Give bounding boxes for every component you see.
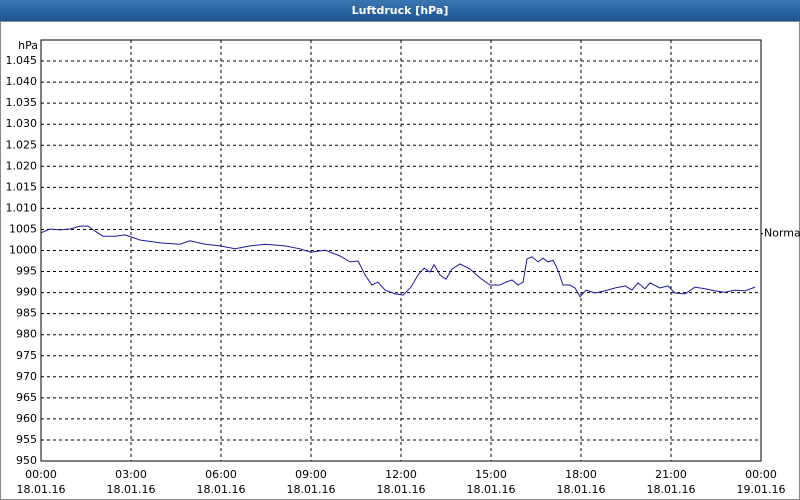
reference-label: Normal [764,227,800,240]
x-tick-label: 00:00 [25,468,57,481]
y-tick-label: 1005 [9,222,37,235]
y-tick-label: 950 [16,454,37,467]
x-tick-date: 18.01.16 [377,483,426,496]
x-tick-date: 18.01.16 [107,483,156,496]
y-tick-label: 1.045 [6,54,38,67]
x-tick-date: 19.01.16 [737,483,786,496]
y-tick-label: 1.020 [6,159,38,172]
x-tick-label: 18:00 [565,468,597,481]
y-tick-label: 1.010 [6,201,38,214]
y-tick-label: 995 [16,265,37,278]
x-tick-date: 18.01.16 [647,483,696,496]
y-tick-label: 1.035 [6,96,38,109]
y-tick-label: 1.015 [6,180,38,193]
y-unit: hPa [18,39,38,52]
y-tick-label: 960 [16,412,37,425]
x-tick-label: 21:00 [655,468,687,481]
y-tick-label: 1000 [9,244,37,257]
x-tick-date: 18.01.16 [17,483,66,496]
title-bar [0,0,800,21]
chart-title: Luftdruck [hPa] [352,4,449,17]
x-tick-label: 03:00 [115,468,147,481]
x-tick-label: 15:00 [475,468,507,481]
x-tick-date: 18.01.16 [287,483,336,496]
y-tick-label: 985 [16,307,37,320]
x-tick-date: 18.01.16 [467,483,516,496]
y-tick-label: 1.025 [6,138,38,151]
x-tick-label: 12:00 [385,468,417,481]
y-tick-label: 1.030 [6,117,38,130]
y-tick-label: 990 [16,286,37,299]
x-tick-date: 18.01.16 [557,483,606,496]
y-tick-label: 1.040 [6,75,38,88]
x-tick-label: 09:00 [295,468,327,481]
plot-border [40,39,762,462]
y-tick-label: 980 [16,328,37,341]
y-tick-label: 955 [16,433,37,446]
y-tick-label: 970 [16,370,37,383]
y-tick-label: 965 [16,391,37,404]
pressure-line [40,225,756,298]
x-tick-date: 18.01.16 [197,483,246,496]
y-tick-label: 975 [16,349,37,362]
x-tick-label: 00:00 [745,468,777,481]
x-tick-label: 06:00 [205,468,237,481]
